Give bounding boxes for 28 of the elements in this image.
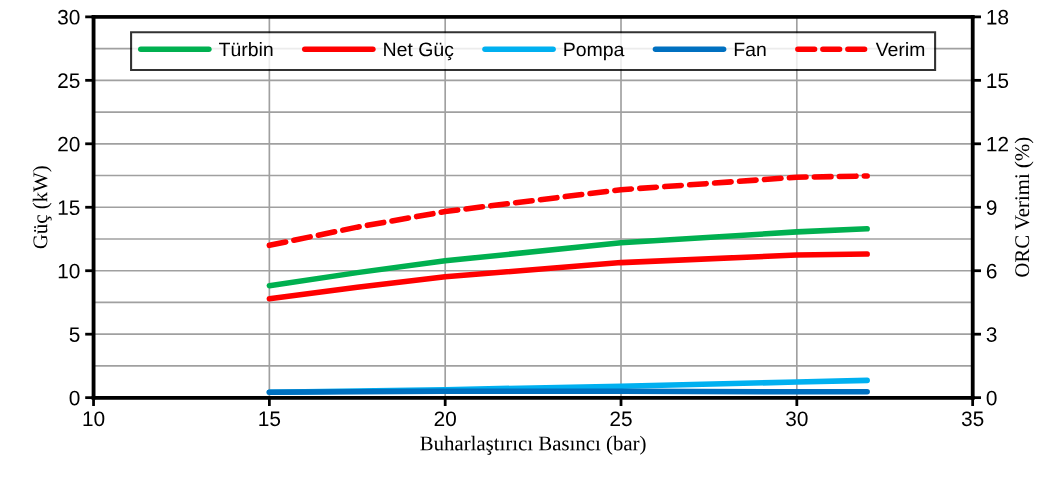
y2-axis-title: ORC Verimi (%) [1014, 137, 1034, 277]
legend-label: Fan [734, 42, 766, 57]
y-tick-label: 15 [58, 200, 80, 216]
x-tick-label: 30 [786, 411, 808, 427]
y-tick-label: 25 [58, 73, 80, 89]
x-tick-label: 20 [434, 411, 456, 427]
y2-tick-label: 15 [987, 73, 1009, 89]
x-tick-label: 35 [961, 411, 984, 427]
x-tick-label: 25 [610, 411, 632, 427]
y-tick-label: 20 [58, 136, 80, 152]
y-tick-label: 0 [69, 390, 80, 406]
y2-tick-label: 0 [986, 390, 997, 406]
y-tick-label: 5 [69, 327, 80, 342]
y-tick-label: 30 [57, 9, 80, 25]
y-axis-title: Güç (kW) [32, 166, 52, 249]
y2-tick-label: 9 [986, 200, 997, 216]
y2-tick-label: 18 [987, 9, 1009, 25]
x-tick-label: 10 [83, 411, 105, 427]
x-axis-title: Buharlaştırıcı Basıncı (bar) [420, 435, 646, 455]
y2-tick-label: 3 [986, 327, 997, 342]
legend-label: Türbin [219, 42, 273, 57]
legend-label: Verim [875, 42, 925, 57]
x-tick-label: 15 [259, 411, 281, 427]
y-tick-label: 10 [58, 263, 80, 279]
legend-label: Net Güç [384, 42, 454, 61]
y2-tick-label: 12 [987, 136, 1008, 152]
legend-label: Pompa [564, 42, 625, 61]
y2-tick-label: 6 [986, 263, 997, 279]
